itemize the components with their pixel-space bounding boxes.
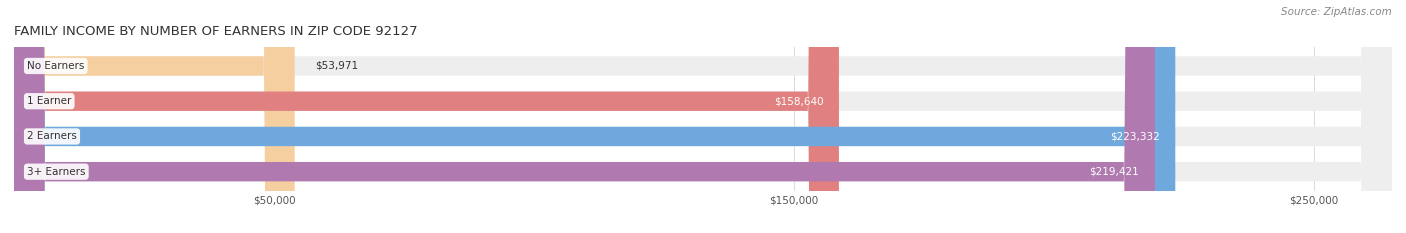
- Text: $53,971: $53,971: [315, 61, 359, 71]
- FancyBboxPatch shape: [14, 0, 1154, 233]
- Text: FAMILY INCOME BY NUMBER OF EARNERS IN ZIP CODE 92127: FAMILY INCOME BY NUMBER OF EARNERS IN ZI…: [14, 25, 418, 38]
- Text: Source: ZipAtlas.com: Source: ZipAtlas.com: [1281, 7, 1392, 17]
- Text: 1 Earner: 1 Earner: [27, 96, 72, 106]
- FancyBboxPatch shape: [14, 0, 1392, 233]
- Text: 3+ Earners: 3+ Earners: [27, 167, 86, 177]
- FancyBboxPatch shape: [14, 0, 1175, 233]
- FancyBboxPatch shape: [14, 0, 295, 233]
- FancyBboxPatch shape: [14, 0, 1392, 233]
- Text: 2 Earners: 2 Earners: [27, 131, 77, 141]
- Text: $223,332: $223,332: [1109, 131, 1160, 141]
- FancyBboxPatch shape: [14, 0, 1392, 233]
- Text: No Earners: No Earners: [27, 61, 84, 71]
- Text: $158,640: $158,640: [773, 96, 824, 106]
- FancyBboxPatch shape: [14, 0, 839, 233]
- Text: $219,421: $219,421: [1090, 167, 1139, 177]
- FancyBboxPatch shape: [14, 0, 1392, 233]
